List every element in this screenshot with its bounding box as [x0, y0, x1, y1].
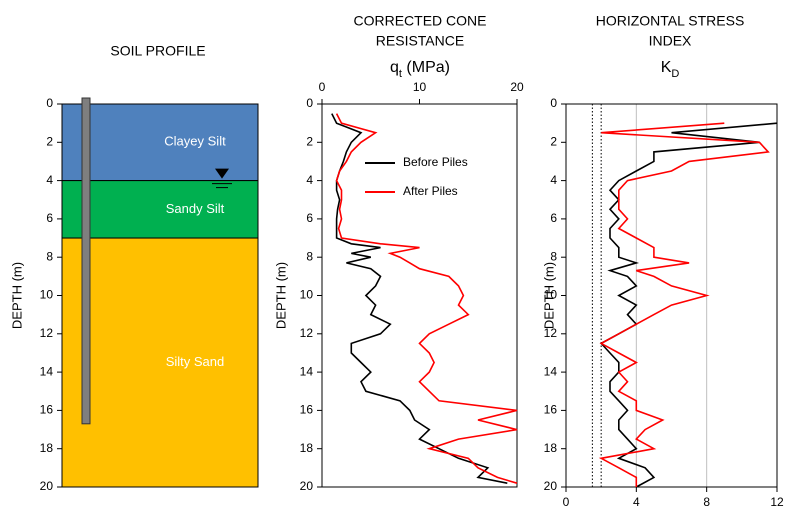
y-tick-label: 20 [40, 479, 54, 493]
y-tick-label: 0 [306, 96, 313, 110]
y-tick-label: 18 [544, 441, 558, 455]
series-line [598, 122, 770, 487]
y-tick-label: 10 [40, 288, 54, 302]
panel-title: CORRECTED CONE [353, 13, 486, 29]
x-tick-label: 8 [703, 495, 710, 509]
y-tick-label: 18 [300, 441, 314, 455]
x-label-main: K [661, 59, 672, 76]
y-tick-label: 12 [300, 326, 314, 340]
x-axis-label: KD [661, 59, 680, 80]
x-label-sub: t [399, 68, 402, 80]
y-tick-label: 14 [300, 364, 314, 378]
y-tick-label: 2 [306, 134, 313, 148]
y-tick-label: 10 [544, 288, 558, 302]
soil-layer [61, 237, 259, 488]
x-label-sub: D [671, 68, 679, 80]
x-tick-label: 12 [770, 495, 784, 509]
series-line [335, 113, 518, 484]
y-tick-label: 14 [544, 364, 558, 378]
y-tick-label: 4 [550, 173, 557, 187]
x-tick-label: 4 [633, 495, 640, 509]
layer-label: Silty Sand [166, 354, 225, 369]
y-tick-label: 16 [40, 403, 54, 417]
y-tick-label: 16 [544, 403, 558, 417]
y-tick-label: 10 [300, 288, 314, 302]
x-label-main: q [390, 59, 399, 76]
layer-label: Clayey Silt [164, 134, 226, 149]
x-label-rest: (MPa) [402, 59, 450, 76]
y-tick-label: 14 [40, 364, 54, 378]
y-tick-label: 8 [550, 249, 557, 263]
y-tick-label: 6 [306, 211, 313, 225]
panel-title: INDEX [649, 33, 692, 49]
y-axis-label: DEPTH (m) [9, 262, 24, 329]
layer-label: Sandy Silt [166, 201, 225, 216]
plot-frame [565, 103, 778, 488]
y-axis-label: DEPTH (m) [541, 262, 556, 329]
water-table [215, 168, 229, 179]
y-tick-label: 4 [306, 173, 313, 187]
x-tick-label: 0 [319, 80, 326, 94]
y-tick-label: 20 [300, 479, 314, 493]
y-tick-label: 2 [550, 134, 557, 148]
panel-title: SOIL PROFILE [110, 43, 205, 59]
y-tick-label: 6 [46, 211, 53, 225]
x-tick-label: 10 [413, 80, 427, 94]
soil-layer [61, 180, 259, 239]
y-tick-label: 16 [300, 403, 314, 417]
legend-label: After Piles [403, 184, 458, 198]
y-tick-label: 18 [40, 441, 54, 455]
y-tick-label: 20 [544, 479, 558, 493]
legend-label: Before Piles [403, 155, 468, 169]
y-tick-label: 8 [46, 249, 53, 263]
y-tick-label: 0 [46, 96, 53, 110]
y-axis-label: DEPTH (m) [273, 262, 288, 329]
pile [81, 97, 91, 425]
panel-title: RESISTANCE [376, 33, 464, 49]
panel-title: HORIZONTAL STRESS [596, 13, 745, 29]
x-tick-label: 0 [563, 495, 570, 509]
series-line [599, 122, 778, 488]
x-tick-label: 20 [510, 80, 524, 94]
y-tick-label: 6 [550, 211, 557, 225]
y-tick-label: 0 [550, 96, 557, 110]
soil-layer [61, 103, 259, 182]
y-tick-label: 8 [306, 249, 313, 263]
y-tick-label: 2 [46, 134, 53, 148]
x-axis-label: qt (MPa) [390, 59, 450, 80]
y-tick-label: 4 [46, 173, 53, 187]
y-tick-label: 12 [40, 326, 54, 340]
y-tick-label: 12 [544, 326, 558, 340]
